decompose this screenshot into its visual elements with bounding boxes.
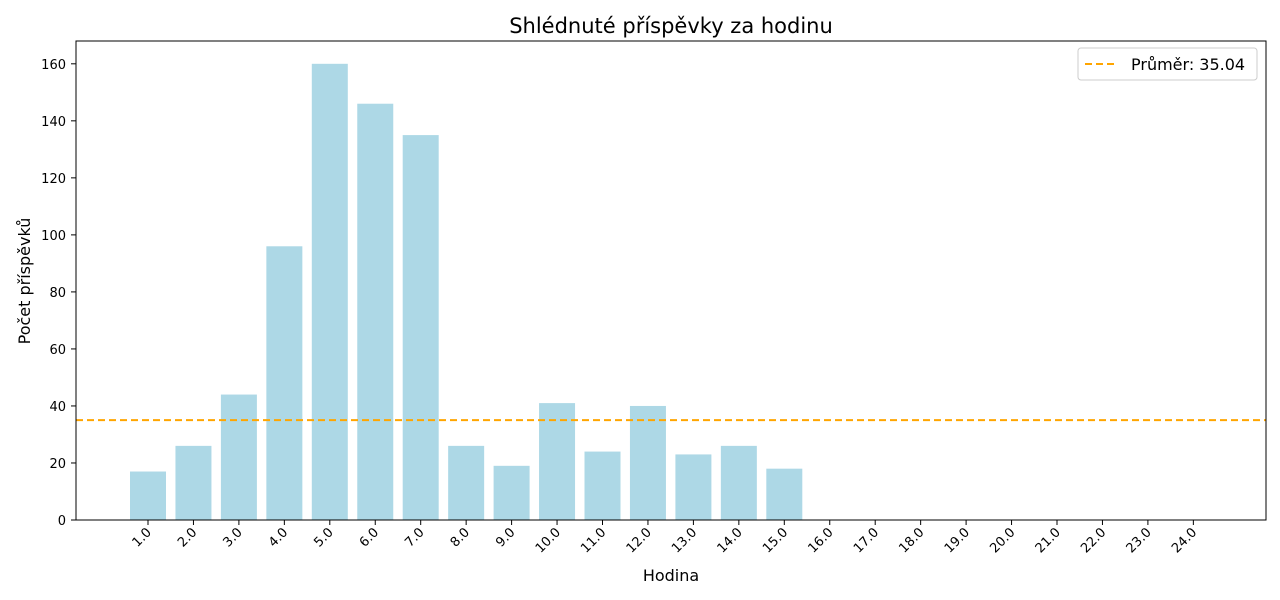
bar bbox=[311, 63, 348, 521]
x-tick-label: 24.0 bbox=[1169, 525, 1200, 556]
bar bbox=[675, 454, 712, 520]
x-tick-label: 20.0 bbox=[987, 525, 1018, 556]
bar bbox=[629, 405, 666, 520]
x-tick-label: 13.0 bbox=[669, 525, 700, 556]
x-tick-label: 1.0 bbox=[130, 525, 155, 550]
x-tick-label: 9.0 bbox=[493, 525, 518, 550]
bar bbox=[130, 471, 166, 520]
y-axis-ticks: 0 20 40 60 80 100 120 140 160 bbox=[41, 58, 76, 529]
x-tick-label: 22.0 bbox=[1078, 525, 1109, 556]
x-axis-ticks: 1.0 2.0 3.0 4.0 5.0 6.0 7.0 8.0 9.0 10.0 11.0 12.0 1… bbox=[130, 520, 1200, 556]
legend-label: Průměr: 35.04 bbox=[1131, 55, 1245, 74]
y-tick-label: 60 bbox=[49, 343, 66, 358]
x-tick-label: 7.0 bbox=[402, 525, 427, 550]
bar bbox=[493, 465, 530, 520]
chart-title: Shlédnuté příspěvky za hodinu bbox=[509, 14, 833, 38]
x-tick-label: 8.0 bbox=[448, 525, 473, 550]
y-tick-label: 160 bbox=[41, 58, 66, 73]
x-tick-label: 17.0 bbox=[851, 525, 882, 556]
x-tick-label: 14.0 bbox=[715, 525, 746, 556]
y-tick-label: 100 bbox=[41, 229, 66, 244]
x-tick-label: 15.0 bbox=[760, 525, 791, 556]
x-axis-title: Hodina bbox=[643, 566, 699, 585]
bar bbox=[175, 445, 212, 520]
y-tick-label: 80 bbox=[49, 286, 66, 301]
legend: Průměr: 35.04 bbox=[1077, 47, 1258, 81]
bar bbox=[584, 451, 621, 520]
bar bbox=[266, 246, 303, 521]
y-tick-label: 120 bbox=[41, 172, 66, 187]
y-axis-title: Počet příspěvků bbox=[15, 218, 34, 345]
x-tick-label: 11.0 bbox=[578, 525, 609, 556]
y-tick-label: 140 bbox=[41, 115, 66, 130]
bar bbox=[402, 135, 439, 520]
y-tick-label: 20 bbox=[49, 457, 66, 472]
x-tick-label: 23.0 bbox=[1124, 525, 1155, 556]
x-tick-label: 4.0 bbox=[266, 525, 291, 550]
x-tick-label: 2.0 bbox=[175, 525, 200, 550]
x-tick-label: 19.0 bbox=[942, 525, 973, 556]
y-tick-label: 40 bbox=[49, 400, 66, 415]
bar bbox=[539, 403, 576, 520]
bar bbox=[720, 445, 757, 520]
bar bbox=[448, 445, 485, 520]
x-tick-label: 12.0 bbox=[624, 525, 655, 556]
bar bbox=[766, 468, 803, 520]
x-tick-label: 18.0 bbox=[896, 525, 927, 556]
bar bbox=[357, 103, 394, 520]
x-tick-label: 10.0 bbox=[533, 525, 564, 556]
legend-box bbox=[1077, 47, 1258, 81]
x-tick-label: 21.0 bbox=[1033, 525, 1064, 556]
bar bbox=[220, 394, 257, 520]
plot-frame bbox=[75, 40, 1267, 521]
bars-group bbox=[130, 63, 803, 521]
x-tick-label: 16.0 bbox=[805, 525, 836, 556]
x-tick-label: 5.0 bbox=[311, 525, 336, 550]
x-tick-label: 3.0 bbox=[220, 525, 245, 550]
x-tick-label: 6.0 bbox=[357, 525, 382, 550]
y-tick-label: 0 bbox=[58, 514, 66, 529]
